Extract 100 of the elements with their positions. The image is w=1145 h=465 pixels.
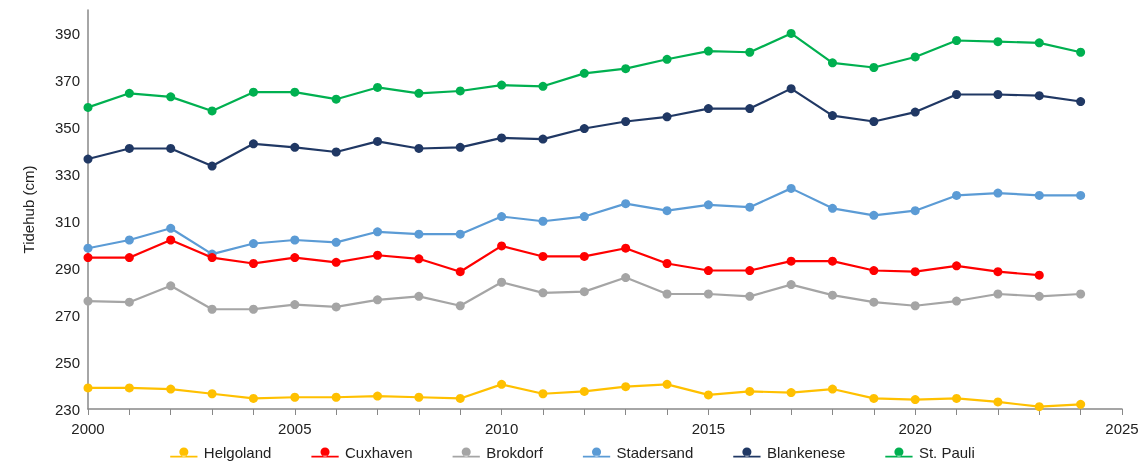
- point: [538, 389, 548, 399]
- legend-label: Blankenese: [766, 444, 846, 461]
- point: [166, 223, 176, 233]
- legend-label: St. Pauli: [918, 444, 975, 461]
- point: [1034, 270, 1044, 280]
- point: [248, 239, 258, 249]
- point: [579, 212, 589, 222]
- point: [455, 301, 465, 311]
- point: [124, 253, 134, 263]
- point: [952, 90, 962, 99]
- point: [124, 383, 134, 393]
- point: [414, 392, 424, 402]
- point: [703, 289, 713, 299]
- point: [83, 253, 93, 263]
- point: [373, 250, 383, 260]
- point: [993, 37, 1003, 47]
- point: [910, 107, 920, 117]
- point: [993, 397, 1003, 407]
- point: [538, 134, 548, 144]
- point: [331, 302, 341, 312]
- point: [786, 28, 796, 38]
- point: [207, 304, 217, 314]
- point: [290, 87, 300, 97]
- point: [869, 266, 879, 276]
- point: [579, 124, 589, 134]
- y-tick-label: 390: [54, 24, 80, 42]
- point: [952, 36, 962, 46]
- point: [703, 266, 713, 276]
- point: [662, 258, 672, 268]
- point: [455, 142, 465, 152]
- point: [703, 390, 713, 400]
- y-tick-label: 250: [54, 353, 80, 371]
- point: [538, 288, 548, 298]
- point: [662, 206, 672, 216]
- point: [124, 297, 134, 307]
- point: [455, 229, 465, 239]
- point: [621, 243, 631, 253]
- point: [455, 267, 465, 277]
- point: [662, 379, 672, 389]
- point: [248, 139, 258, 149]
- x-tick-label: 2010: [484, 420, 519, 437]
- point: [331, 94, 341, 104]
- point: [497, 277, 507, 287]
- point: [993, 267, 1003, 277]
- x-tick-label: 2020: [898, 420, 932, 437]
- x-tick-label: 2015: [691, 420, 726, 437]
- point: [579, 386, 589, 396]
- point: [414, 229, 424, 239]
- point: [869, 116, 879, 126]
- point: [1076, 399, 1086, 409]
- point: [745, 104, 755, 114]
- point: [1034, 38, 1044, 48]
- point: [124, 143, 134, 153]
- point: [952, 261, 962, 271]
- point: [373, 82, 383, 92]
- point: [497, 212, 507, 222]
- legend-label: Cuxhaven: [345, 444, 413, 461]
- point: [869, 210, 879, 220]
- point: [993, 188, 1003, 198]
- point: [827, 203, 837, 213]
- point: [910, 206, 920, 216]
- point: [455, 393, 465, 403]
- point: [579, 68, 589, 78]
- point: [414, 88, 424, 98]
- point: [910, 267, 920, 277]
- point: [993, 289, 1003, 299]
- point: [166, 92, 176, 102]
- x-tick-label: 2025: [1105, 420, 1139, 437]
- point: [827, 384, 837, 394]
- point: [290, 235, 300, 245]
- point: [952, 190, 962, 200]
- point: [455, 86, 465, 96]
- point: [621, 273, 631, 283]
- y-tick-label: 370: [54, 71, 80, 89]
- point: [662, 54, 672, 64]
- point: [579, 251, 589, 261]
- point: [952, 296, 962, 306]
- point: [1076, 97, 1086, 107]
- point: [786, 388, 796, 398]
- point: [579, 287, 589, 297]
- point: [166, 235, 176, 245]
- y-tick-label: 230: [54, 400, 80, 418]
- point: [83, 102, 93, 112]
- point: [373, 391, 383, 401]
- point: [290, 392, 300, 402]
- point: [373, 227, 383, 237]
- point: [166, 143, 176, 153]
- point: [1034, 190, 1044, 200]
- point: [331, 257, 341, 267]
- y-tick-label: 290: [54, 259, 80, 277]
- point: [910, 52, 920, 62]
- y-tick-label: 330: [54, 165, 80, 183]
- point: [207, 389, 217, 399]
- point: [373, 295, 383, 305]
- point: [621, 382, 631, 392]
- point: [662, 112, 672, 122]
- point: [1034, 291, 1044, 301]
- point: [662, 289, 672, 299]
- point: [290, 300, 300, 310]
- point: [745, 47, 755, 57]
